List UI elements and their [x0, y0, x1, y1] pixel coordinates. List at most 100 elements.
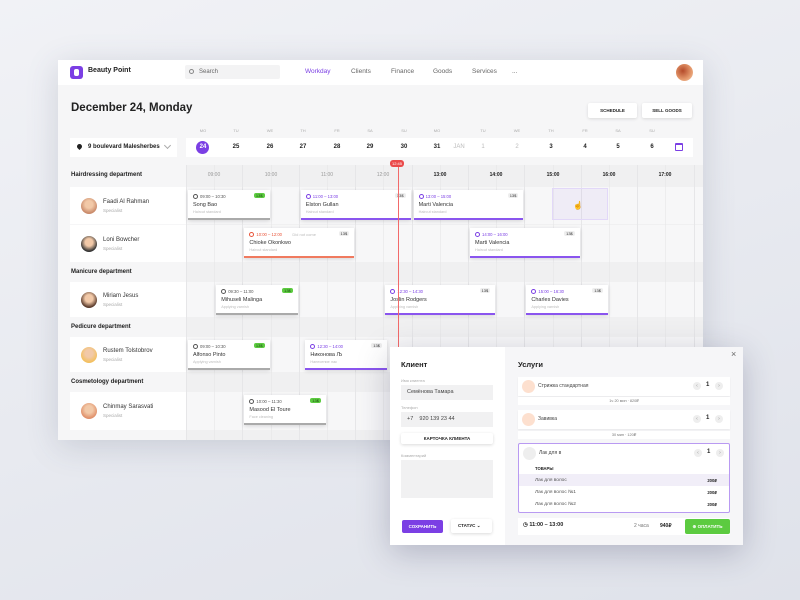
result-item[interactable]: Лак для волос 200₽ [519, 474, 729, 486]
employee-name: Faadi Al Rahman [103, 198, 150, 205]
employee-row[interactable]: Faadi Al Rahman Specialist [70, 187, 186, 224]
nav-finance[interactable]: Finance [391, 68, 415, 75]
date-4[interactable]: 28 [333, 144, 341, 150]
client-name: Chioke Okonkwo [249, 240, 291, 246]
empty-slot-hover[interactable] [552, 188, 608, 220]
nav-goods[interactable]: Goods [433, 68, 453, 75]
weekday-label: WE [513, 128, 521, 133]
nav-services[interactable]: Services [472, 68, 497, 75]
location-select[interactable]: 9 boulevard Malesherbes [70, 138, 177, 157]
result-price: 200₽ [707, 478, 717, 483]
employee-name: Chinmay Sarasvati [103, 404, 154, 410]
clock-icon-time: 14:00 – 16:00 [475, 232, 508, 237]
client-title: Клиент [401, 360, 428, 369]
sell-goods-button[interactable]: SELL GOODS [642, 103, 692, 118]
appointment-card[interactable]: 15:00 – 16:30 13$ Charles Davies Applyin… [526, 285, 608, 315]
schedule-button[interactable]: SCHEDULE [588, 103, 637, 118]
nav-more[interactable]: ... [512, 68, 518, 75]
increment-button[interactable]: › [716, 449, 724, 457]
nav-clients[interactable]: Clients [351, 68, 371, 75]
appointment-card[interactable]: 09:00 – 10:30 13$ Alfonso Pinto Applying… [188, 340, 270, 370]
appointment-card[interactable]: 14:00 – 16:00 13$ Marti Valencia Haircut… [470, 228, 580, 258]
date-10[interactable]: 2 [515, 144, 519, 150]
date-8[interactable]: JAN [453, 144, 465, 150]
employee-row[interactable]: Loni Bowcher Specialist [70, 225, 186, 262]
hour-line [694, 165, 695, 440]
date-5[interactable]: 29 [366, 144, 374, 150]
employee-row[interactable]: Miriam Jesus Specialist [70, 282, 186, 317]
hour-line [524, 165, 525, 440]
employee-row[interactable]: Rustem Tolstobrov Specialist [70, 337, 186, 372]
nav-workday[interactable]: Workday [305, 68, 331, 75]
comment-textarea[interactable] [401, 460, 493, 498]
calendar-icon[interactable] [675, 143, 683, 151]
weekday-label: SU [649, 128, 655, 133]
service-search-input[interactable]: Лак для в [539, 450, 562, 456]
client-name-input[interactable]: Семёнова Тамара [401, 385, 493, 400]
status-dropdown[interactable]: СТАТУС ⌄ [451, 519, 492, 533]
increment-button[interactable]: › [715, 415, 723, 423]
duration: 2 часа [634, 523, 649, 529]
date-12[interactable]: 4 [583, 144, 587, 150]
save-button[interactable]: СОХРАНИТЬ [402, 520, 443, 533]
weekday-label: TU [480, 128, 486, 133]
half-hour-line [609, 165, 610, 440]
search-icon [189, 69, 194, 74]
date-14[interactable]: 6 [650, 144, 654, 150]
appointment-note: Did not come [292, 232, 316, 237]
service-icon [522, 380, 535, 393]
client-card-button[interactable]: КАРТОЧКА КЛИЕНТА [401, 433, 493, 444]
price-badge: 13$ [479, 288, 491, 293]
hour-line [299, 165, 300, 440]
weekday-label: SA [367, 128, 373, 133]
phone-code: +7 [407, 416, 414, 422]
client-name: Alfonso Pinto [193, 352, 226, 358]
close-icon[interactable]: × [731, 349, 737, 359]
decrement-button[interactable]: ‹ [694, 449, 702, 457]
date-3[interactable]: 27 [299, 144, 307, 150]
date-0[interactable]: 24 [199, 144, 207, 150]
result-price: 200₽ [707, 502, 717, 507]
search-input[interactable]: Search [185, 65, 280, 79]
result-item[interactable]: Лак для волос №2 200₽ [519, 498, 729, 510]
weekday-label: SA [615, 128, 621, 133]
pay-button[interactable]: ⊕ ОПЛАТИТЬ [685, 519, 730, 534]
user-avatar[interactable] [676, 64, 693, 81]
employee-avatar [81, 291, 97, 308]
appointment-card[interactable]: 13:00 – 15:00 13$ Marti Valencia Haircut… [413, 190, 524, 220]
phone-input[interactable]: +7 920 139 23 44 [401, 412, 493, 427]
client-name: Charles Davies [531, 297, 569, 303]
date-11[interactable]: 3 [549, 144, 553, 150]
increment-button[interactable]: › [715, 382, 723, 390]
result-item[interactable]: Лак для волос №1 200₽ [519, 486, 729, 498]
employee-row[interactable]: Chinmay Sarasvati Specialist [70, 392, 186, 430]
date-6[interactable]: 30 [400, 144, 408, 150]
decrement-button[interactable]: ‹ [693, 382, 701, 390]
date-1[interactable]: 25 [232, 144, 240, 150]
appointment-card[interactable]: 09:30 – 11:00 13$ Mihuseli Malinga Apply… [216, 285, 298, 315]
appointment-card[interactable]: 11:00 – 13:00 13$ Elston Gullan Haircut … [300, 190, 411, 220]
employee-role: Specialist [103, 413, 123, 418]
appointment-card[interactable]: 10:00 – 11:30 13$ Masood El Toure Face c… [244, 395, 326, 425]
date-9[interactable]: 1 [481, 144, 485, 150]
date-13[interactable]: 5 [616, 144, 620, 150]
decrement-button[interactable]: ‹ [693, 415, 701, 423]
date-2[interactable]: 26 [266, 144, 274, 150]
client-name: Elston Gullan [305, 202, 339, 208]
hour-label: 14:00 [489, 172, 503, 178]
hour-label: 13:00 [433, 172, 447, 178]
appointment-card[interactable]: 10:00 – 12:00 Did not come 13$ Chioke Ok… [244, 228, 355, 258]
appointment-card[interactable]: 12:30 – 14:00 13$ Никонова Љ Нанесение л… [305, 340, 387, 370]
employee-name: Loni Bowcher [103, 236, 140, 243]
page-title: December 24, Monday [71, 102, 193, 114]
clock-icon-time: 12:30 – 14:30 [390, 289, 423, 294]
top-bar: Beauty Point Search Workday Clients Fina… [58, 60, 703, 85]
date-7[interactable]: 31 [433, 144, 441, 150]
logo-icon[interactable] [70, 66, 83, 79]
clock-icon-time: 10:00 – 12:00 [249, 232, 282, 237]
appointment-card[interactable]: 09:00 – 10:30 13$ Song Bao Haircut stand… [188, 190, 270, 220]
hour-label: 17:00 [658, 172, 672, 178]
appointment-card[interactable]: 12:30 – 14:30 13$ Joslin Rodgers Applyin… [385, 285, 496, 315]
hour-label: 09:00 [207, 172, 221, 178]
service-name: Нанесение лак [310, 360, 337, 364]
